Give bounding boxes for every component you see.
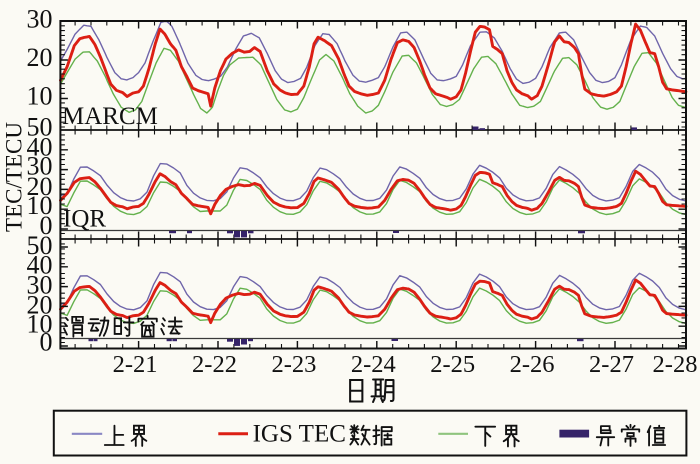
svg-text:40: 40 xyxy=(27,133,53,162)
svg-text:0: 0 xyxy=(40,328,53,357)
svg-text:20: 20 xyxy=(27,172,53,201)
svg-text:30: 30 xyxy=(27,5,53,34)
svg-text:30: 30 xyxy=(27,271,53,300)
svg-text:IQR: IQR xyxy=(63,206,106,233)
svg-text:2-24: 2-24 xyxy=(351,351,396,378)
svg-text:2-27: 2-27 xyxy=(589,351,634,378)
svg-text:30: 30 xyxy=(27,152,53,181)
svg-text:MARCM: MARCM xyxy=(62,103,158,130)
svg-text:2-21: 2-21 xyxy=(113,351,158,378)
svg-text:2-28: 2-28 xyxy=(653,351,698,378)
svg-text:40: 40 xyxy=(27,251,53,280)
svg-text:2-23: 2-23 xyxy=(271,351,316,378)
svg-text:0: 0 xyxy=(40,211,53,240)
svg-text:2-26: 2-26 xyxy=(510,351,555,378)
svg-text:TEC/TECU: TEC/TECU xyxy=(2,122,27,232)
svg-text:2-22: 2-22 xyxy=(192,351,237,378)
svg-text:10: 10 xyxy=(27,82,53,111)
svg-text:10: 10 xyxy=(27,191,53,220)
svg-text:20: 20 xyxy=(27,43,53,72)
svg-text:10: 10 xyxy=(27,310,53,339)
svg-text:2-25: 2-25 xyxy=(430,351,475,378)
svg-text:50: 50 xyxy=(27,112,53,141)
svg-text:50: 50 xyxy=(27,231,53,260)
svg-text:20: 20 xyxy=(27,290,53,319)
svg-text:IGS TEC: IGS TEC xyxy=(253,421,346,448)
